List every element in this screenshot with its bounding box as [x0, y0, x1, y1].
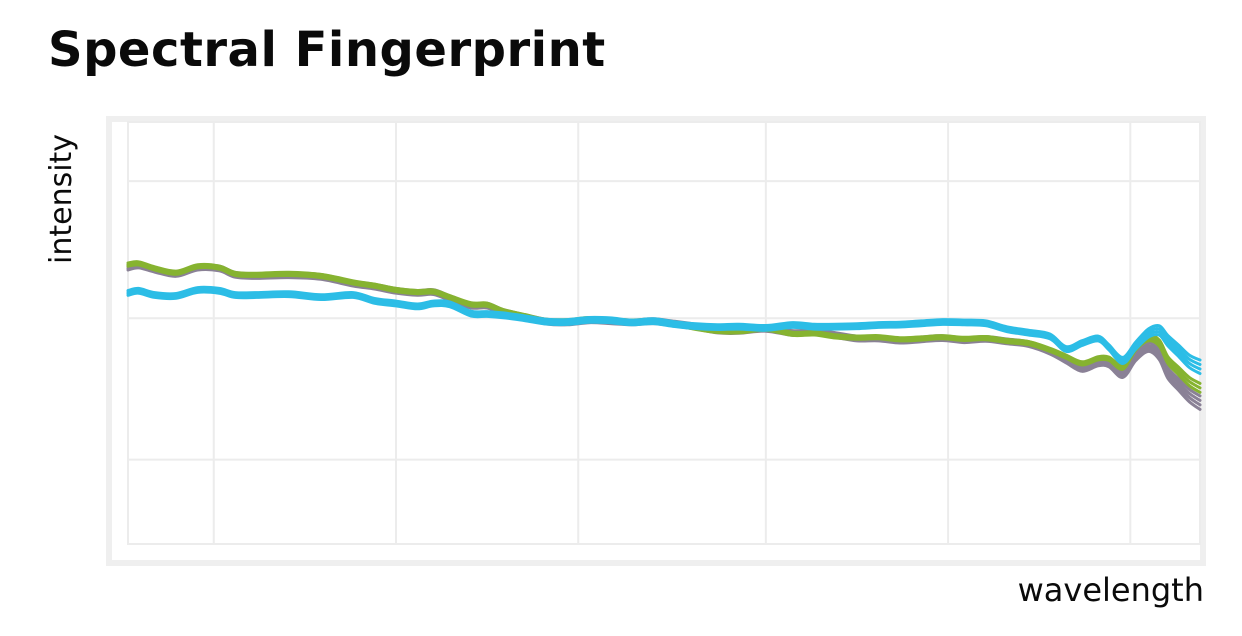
x-axis-label: wavelength: [1017, 571, 1204, 609]
series-2-line-2: [126, 288, 1202, 371]
series-2-line-1: [126, 287, 1202, 366]
series-2: [126, 285, 1202, 375]
series-layer: [126, 260, 1202, 411]
gridlines: [128, 122, 1200, 544]
series-2-line-0: [126, 285, 1202, 362]
series-1-line-2: [126, 263, 1202, 394]
series-2-line-3: [126, 290, 1202, 375]
chart-title: Spectral Fingerprint: [48, 22, 606, 78]
plot-panel-border: [106, 116, 1206, 566]
